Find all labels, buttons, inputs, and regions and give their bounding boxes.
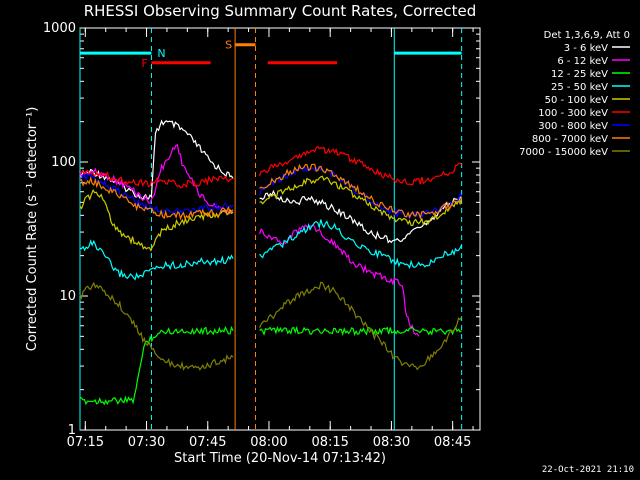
y-axis-label: Corrected Count Rate (s⁻¹ detector⁻¹) bbox=[25, 107, 40, 352]
y-tick-label: 10 bbox=[59, 289, 76, 304]
series-line bbox=[259, 175, 463, 227]
y-tick-label: 100 bbox=[51, 155, 76, 170]
legend-label: 300 - 800 keV bbox=[538, 121, 608, 132]
x-tick-label: 07:15 bbox=[67, 435, 104, 450]
series-line bbox=[259, 145, 463, 186]
legend-label: 12 - 25 keV bbox=[551, 69, 608, 80]
series-line bbox=[79, 325, 234, 406]
annotation-label-saa: S bbox=[225, 39, 232, 52]
legend-label: 7000 - 15000 keV bbox=[519, 147, 608, 158]
x-tick-label: 08:15 bbox=[311, 435, 348, 450]
y-tick-label: 1 bbox=[68, 423, 76, 438]
series-line bbox=[79, 143, 234, 216]
series-line bbox=[79, 173, 234, 215]
x-tick-label: 08:30 bbox=[373, 435, 410, 450]
series-line bbox=[79, 169, 234, 189]
series-line bbox=[79, 176, 234, 221]
series-line bbox=[259, 163, 463, 220]
legend-label: 100 - 300 keV bbox=[538, 108, 608, 119]
series-line bbox=[79, 189, 234, 252]
series-line bbox=[259, 281, 463, 371]
y-tick-label: 1000 bbox=[43, 21, 76, 36]
series-line bbox=[79, 239, 234, 281]
series-line bbox=[259, 223, 420, 337]
legend-label: 800 - 7000 keV bbox=[532, 134, 608, 145]
series-line bbox=[79, 281, 234, 371]
x-tick-label: 07:45 bbox=[189, 435, 226, 450]
x-axis-label: Start Time (20-Nov-14 07:13:42) bbox=[174, 451, 386, 466]
chart-title: RHESSI Observing Summary Count Rates, Co… bbox=[83, 2, 477, 20]
x-tick-label: 07:30 bbox=[128, 435, 165, 450]
series-line bbox=[259, 164, 463, 220]
legend-label: 3 - 6 keV bbox=[564, 43, 608, 54]
footer-timestamp: 22-Oct-2021 21:10 bbox=[541, 465, 634, 475]
series-line bbox=[259, 219, 463, 269]
series-line bbox=[259, 189, 462, 244]
annotation-label-flag: F bbox=[141, 57, 147, 70]
annotation-label-night: N bbox=[157, 47, 165, 60]
legend-label: 50 - 100 keV bbox=[545, 95, 609, 106]
legend-label: 25 - 50 keV bbox=[551, 82, 608, 93]
legend-label: 6 - 12 keV bbox=[557, 56, 608, 67]
legend-header: Det 1,3,6,9, Att 0 bbox=[544, 30, 630, 41]
x-tick-label: 08:00 bbox=[250, 435, 287, 450]
x-tick-label: 08:45 bbox=[434, 435, 471, 450]
series-line bbox=[259, 325, 462, 337]
series-line bbox=[79, 119, 234, 202]
